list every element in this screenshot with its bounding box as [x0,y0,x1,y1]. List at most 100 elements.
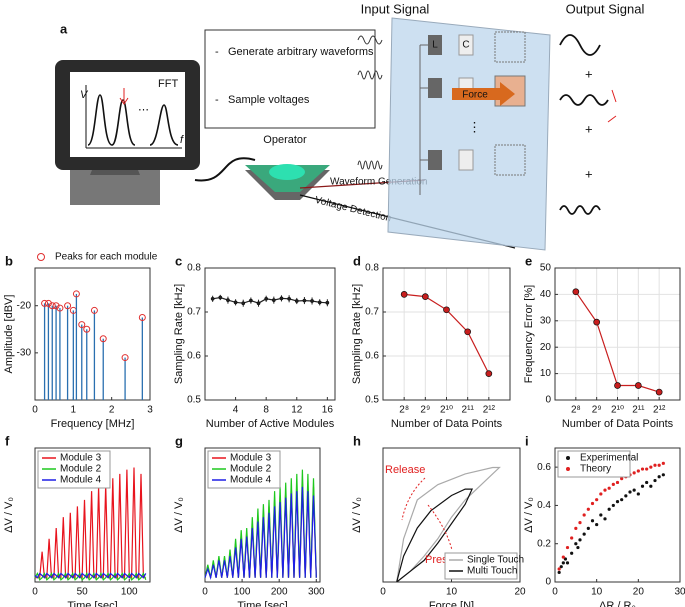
point [563,557,568,561]
x-axis-label: Frequency [MHz] [51,418,135,430]
x-tick-label: 12 [291,405,303,416]
x-tick-label: 30 [674,587,685,598]
point [653,463,657,467]
point [582,513,586,517]
legend-box [207,450,281,489]
point [586,526,590,531]
point [574,526,578,531]
legend-label: Module 3 [230,453,272,464]
point [559,565,563,569]
x-tick-label: 0 [202,587,208,598]
y-tick-label: 0.8 [187,263,201,274]
marker [317,300,322,305]
x-tick-label: 8 [263,405,269,416]
x-tick-label: 0 [32,405,38,416]
point [578,538,582,542]
point [578,521,582,525]
panel-letter: i [525,433,529,448]
marker [294,299,299,303]
x-tick-label: 2¹¹ [632,405,645,416]
plus: + [585,66,593,81]
point [561,561,565,565]
y-axis-label: ΔV / V₀ [3,497,15,533]
legend-label: Module 2 [60,464,102,475]
panel-letter: a [60,21,68,36]
x-tick-label: 2¹² [483,405,496,416]
point [636,492,640,496]
device-center [269,164,305,180]
x-tick-label: 10 [591,587,603,598]
point [607,507,611,511]
operator-box [204,29,376,129]
inductor [428,150,442,170]
x-tick-label: 20 [514,587,526,598]
point [615,500,620,504]
x-tick-label: 2⁸ [399,405,409,416]
output-title: Output Signal [566,1,645,16]
y-tick-label: 0.6 [537,462,551,473]
point [595,498,599,502]
point [640,484,645,488]
marker [400,291,408,298]
y-tick-label: 0.5 [187,395,201,406]
legend-swatch [566,467,570,471]
peak-marker [99,335,107,343]
point [595,522,599,527]
x-tick-label: 20 [633,587,645,598]
plot-frame [34,267,151,401]
x-tick-label: 2¹¹ [462,405,475,416]
legend-label: Module 4 [60,475,102,486]
x-axis-label: Force [N] [429,600,474,607]
x-axis-label: Time [sec] [67,600,117,607]
point [557,570,561,575]
x-tick-label: 0 [32,587,38,598]
x-tick-label: 2¹² [653,405,666,416]
dots: ⋮ [468,119,481,134]
marker [233,300,238,305]
y-tick-label: 0.7 [187,307,201,318]
marker [634,382,642,389]
spectrum-sketch [87,94,179,146]
point [657,475,661,479]
y-axis-label: Sampling Rate [kHz] [351,284,363,384]
x-tick-label: 3 [147,405,153,416]
input-title: Input Signal [361,1,430,16]
peak-marker [90,306,98,314]
y-tick-label: 10 [540,368,552,379]
wire-label: Voltage Detection [314,195,393,225]
marker [614,382,621,389]
legend-label: Module 2 [230,464,272,475]
point [632,471,636,475]
x-axis-label: Number of Data Points [391,418,503,430]
panel-letter: d [353,253,361,268]
chart: i 0 0.2 0.4 0.6 0 10 20 30 ΔR / R₀ ΔV / V₀ Experime… [523,433,685,607]
x-tick-label: 16 [322,405,334,416]
y-tick-label: 0.8 [365,263,379,274]
x-tick-label: 100 [234,587,251,598]
marker [655,388,663,396]
marker [256,301,261,306]
point [576,545,580,550]
point [611,482,615,486]
legend-label: Theory [580,464,611,475]
point [603,517,607,521]
legend-box [37,450,111,489]
marker [302,298,307,303]
y-tick-label: 40 [540,289,552,300]
y-tick-label: 0.6 [187,351,201,362]
plus: + [585,166,593,181]
peak-marker [44,299,52,307]
plot-frame [382,267,511,401]
x-tick-label: 50 [77,587,89,598]
cable [194,157,256,182]
inductor [428,35,442,55]
screen-v: V [80,89,89,101]
marker [271,298,276,302]
y-tick-label: 0.7 [365,307,379,318]
point [599,492,603,496]
panel-letter: g [175,433,183,448]
panel-letter: c [175,253,182,268]
peak-marker [138,314,146,321]
legend-label: Peaks for each module [55,252,158,263]
